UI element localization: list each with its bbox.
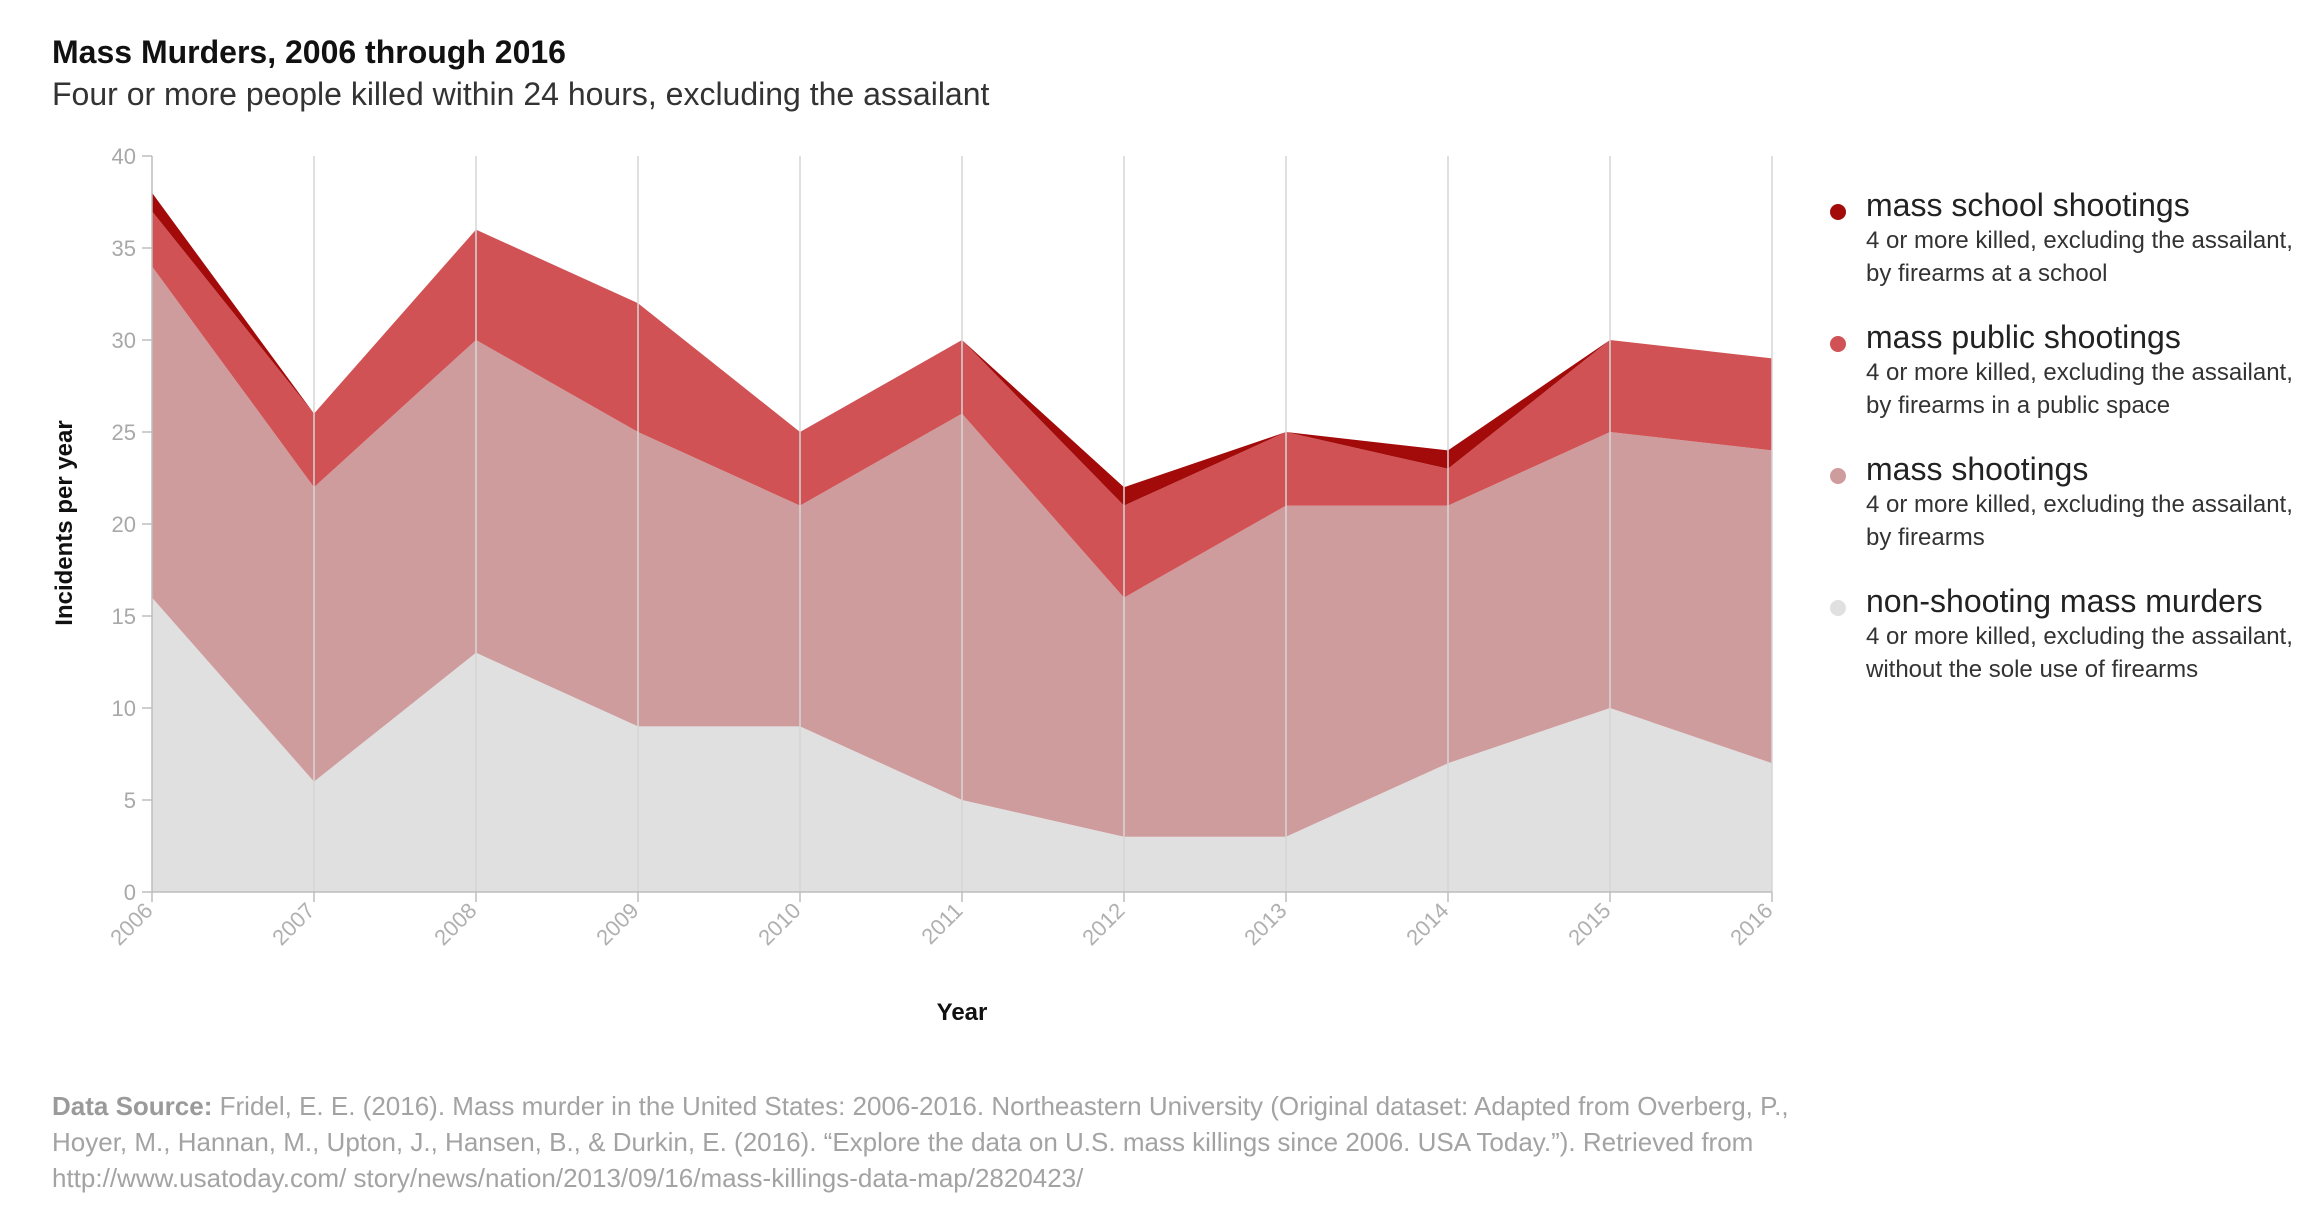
x-tick-label: 2008 [429,898,481,950]
legend-label: mass school shootings [1866,187,2190,223]
legend-description: 4 or more killed, excluding the assailan… [1866,359,2293,419]
data-source: Data Source: Fridel, E. E. (2016). Mass … [52,1088,1852,1196]
x-tick-label: 2011 [916,898,967,949]
legend-label: mass public shootings [1866,319,2181,355]
legend-swatch [1830,600,1846,616]
x-tick-label: 2013 [1239,898,1291,950]
chart-title: Mass Murders, 2006 through 2016 [52,34,566,70]
legend: mass school shootings 4 or more killed, e… [1826,186,2306,714]
axes: 0 5 10 15 20 25 30 35 40 2006 2007 2008 2009 2010 2011… [105,144,1777,950]
y-tick-label: 40 [112,144,136,169]
area-non-shooting-mass-murders [152,597,1772,892]
legend-swatch [1830,336,1846,352]
x-tick-label: 2007 [267,898,319,950]
y-tick-label: 30 [112,328,136,353]
x-axis-label: Year [937,999,988,1026]
y-tick-label: 15 [112,604,136,629]
legend-description: 4 or more killed, excluding the assailan… [1866,491,2293,551]
source-label: Data Source: [52,1091,213,1121]
legend-swatch [1830,468,1846,484]
stacked-area-chart: 0 5 10 15 20 25 30 35 40 2006 2007 2008 2009 2010 2011… [51,144,1778,1026]
legend-swatch [1830,204,1846,220]
y-tick-label: 35 [112,236,136,261]
x-tick-label: 2010 [753,898,805,950]
legend-description: 4 or more killed, excluding the assailan… [1866,227,2293,287]
x-tick-label: 2006 [105,898,157,950]
y-tick-label: 20 [112,512,136,537]
legend-label: non-shooting mass murders [1866,583,2263,619]
x-tick-label: 2012 [1077,898,1129,950]
legend-item-mass-school-shootings: mass school shootings 4 or more killed, e… [1826,186,2306,290]
x-tick-label: 2016 [1725,898,1777,950]
legend-item-non-shooting-mass-murders: non-shooting mass murders 4 or more kille… [1826,582,2306,686]
y-axis-label: Incidents per year [51,420,78,625]
y-tick-label: 10 [112,696,136,721]
chart-subtitle: Four or more people killed within 24 hou… [52,76,990,112]
legend-description: 4 or more killed, excluding the assailan… [1866,623,2293,683]
legend-label: mass shootings [1866,451,2089,487]
x-tick-label: 2014 [1401,898,1453,950]
y-tick-label: 0 [124,880,136,905]
vertical-gridlines [313,156,1773,892]
legend-item-mass-public-shootings: mass public shootings 4 or more killed, e… [1826,318,2306,422]
source-text: Fridel, E. E. (2016). Mass murder in the… [52,1091,1789,1193]
y-tick-label: 5 [124,788,136,813]
y-tick-label: 25 [112,420,136,445]
x-tick-label: 2009 [591,898,643,950]
legend-item-mass-shootings: mass shootings 4 or more killed, excludin… [1826,450,2306,554]
x-tick-label: 2015 [1563,898,1615,950]
